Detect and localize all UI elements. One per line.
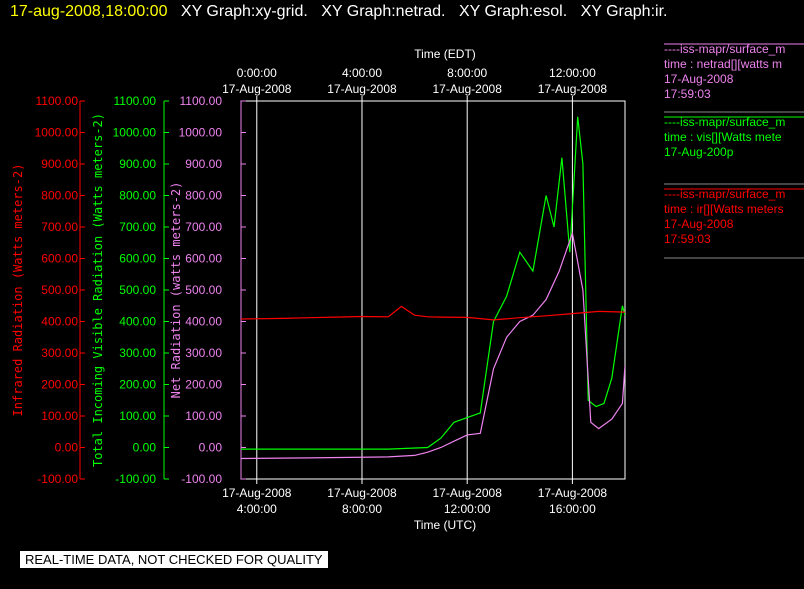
x-top-tick-label-date: 17-Aug-2008: [327, 82, 397, 96]
x-tick-label-date: 17-Aug-2008: [222, 486, 292, 500]
graph-tab-netrad[interactable]: XY Graph:netrad.: [321, 3, 446, 20]
legend-net-source: ----iss-mapr/surface_m: [664, 42, 786, 56]
y-tick-label: 100.00: [185, 409, 222, 423]
legend-net-time: 17:59:03: [664, 87, 711, 101]
legend-ir-time: 17:59:03: [664, 232, 711, 246]
y-tick-label: 0.00: [133, 441, 157, 455]
y-tick-label: 900.00: [41, 157, 78, 171]
legend-net-var: time : netrad[][watts m: [664, 57, 783, 71]
legend-vis-date: 17-Aug-200p: [664, 145, 734, 159]
y-tick-label: 1000.00: [35, 126, 79, 140]
x-top-tick-label-date: 17-Aug-2008: [432, 82, 502, 96]
y-tick-label: 400.00: [41, 315, 78, 329]
x-tick-label-time: 12:00:00: [444, 502, 491, 516]
y-tick-label: 0.00: [55, 441, 79, 455]
y-tick-label: 200.00: [41, 378, 78, 392]
y-tick-label: 600.00: [185, 252, 222, 266]
legend-vis-var: time : vis[][Watts mete: [664, 130, 782, 144]
legend-ir-var: time : ir[][Watts meters: [664, 202, 784, 216]
y-tick-label: 200.00: [119, 378, 156, 392]
y-tick-label: -100.00: [181, 472, 222, 486]
legend-ir: ----iss-mapr/surface_m time : ir[][Watts…: [664, 187, 804, 247]
x-top-tick-label-time: 4:00:00: [342, 66, 382, 80]
quality-banner: REAL-TIME DATA, NOT CHECKED FOR QUALITY: [20, 551, 328, 568]
series-line-ir: [241, 305, 625, 321]
legend-net-date: 17-Aug-2008: [664, 72, 734, 86]
y-tick-label: 200.00: [185, 378, 222, 392]
y-tick-label: 300.00: [119, 346, 156, 360]
y-axis-title: Total Incoming Visible Radiation (Watts …: [91, 113, 105, 467]
y-tick-label: 700.00: [119, 220, 156, 234]
y-tick-label: 400.00: [185, 315, 222, 329]
series-line-vis: [241, 116, 625, 450]
legend-ir-date: 17-Aug-2008: [664, 217, 734, 231]
y-tick-label: 800.00: [119, 189, 156, 203]
y-tick-label: 500.00: [185, 283, 222, 297]
legend-net: ----iss-mapr/surface_m time : netrad[][w…: [664, 42, 804, 102]
y-tick-label: -100.00: [37, 472, 78, 486]
x-tick-label-time: 8:00:00: [342, 502, 382, 516]
y-tick-label: 900.00: [185, 157, 222, 171]
y-tick-label: 1100.00: [36, 94, 79, 108]
y-tick-label: 500.00: [41, 283, 78, 297]
x-top-tick-label-date: 17-Aug-2008: [538, 82, 608, 96]
legend-ir-source: ----iss-mapr/surface_m: [664, 187, 786, 201]
graph-tab-xy-grid[interactable]: XY Graph:xy-grid.: [180, 3, 308, 20]
y-tick-label: 600.00: [41, 252, 78, 266]
y-tick-label: 0.00: [199, 441, 223, 455]
x-axis-label-bottom: Time (UTC): [414, 518, 476, 532]
y-tick-label: 1000.00: [179, 126, 223, 140]
y-tick-label: -100.00: [115, 472, 156, 486]
x-tick-label-date: 17-Aug-2008: [432, 486, 502, 500]
x-top-tick-label-time: 0:00:00: [237, 66, 277, 80]
y-tick-label: 900.00: [119, 157, 156, 171]
y-tick-label: 800.00: [185, 189, 222, 203]
x-top-tick-label-date: 17-Aug-2008: [222, 82, 292, 96]
timestamp-label: 17-aug-2008,18:00:00: [10, 3, 168, 20]
y-tick-label: 700.00: [185, 220, 222, 234]
y-tick-label: 500.00: [119, 283, 156, 297]
x-tick-label-date: 17-Aug-2008: [538, 486, 608, 500]
title-bar: 17-aug-2008,18:00:00 XY Graph:xy-grid. X…: [10, 3, 667, 21]
plot-frame: [240, 100, 626, 480]
y-tick-label: 100.00: [119, 409, 156, 423]
legend-vis: ----iss-mapr/surface_m time : vis[][Watt…: [664, 115, 804, 160]
y-tick-label: 100.00: [41, 409, 78, 423]
x-tick-label-date: 17-Aug-2008: [327, 486, 397, 500]
y-axis-title: Net Radiation (watts meters-2): [169, 182, 183, 399]
graph-tab-esol[interactable]: XY Graph:esol.: [458, 3, 568, 20]
y-tick-label: 700.00: [41, 220, 78, 234]
x-top-tick-label-time: 8:00:00: [447, 66, 487, 80]
y-tick-label: 1100.00: [114, 94, 157, 108]
y-tick-label: 600.00: [119, 252, 156, 266]
x-top-tick-label-time: 12:00:00: [549, 66, 596, 80]
graph-tab-ir[interactable]: XY Graph:ir.: [580, 3, 668, 20]
y-tick-label: 300.00: [41, 346, 78, 360]
y-axis-title: Infrared Radiation (Watts meters-2): [11, 164, 25, 417]
y-tick-label: 1000.00: [113, 126, 157, 140]
x-tick-label-time: 16:00:00: [549, 502, 596, 516]
series-line-net: [241, 230, 625, 460]
y-tick-label: 800.00: [41, 189, 78, 203]
x-tick-label-time: 4:00:00: [237, 502, 277, 516]
y-tick-label: 1100.00: [180, 94, 223, 108]
y-tick-label: 300.00: [185, 346, 222, 360]
x-axis-label-top: Time (EDT): [414, 47, 476, 61]
y-tick-label: 400.00: [119, 315, 156, 329]
legend-vis-source: ----iss-mapr/surface_m: [664, 115, 786, 129]
